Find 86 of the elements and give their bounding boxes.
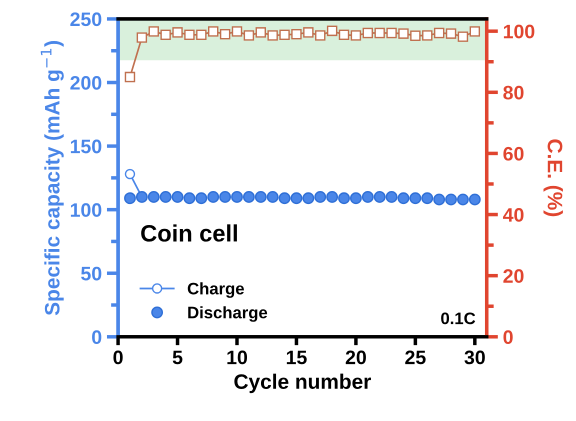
legend-label: Discharge	[188, 306, 268, 322]
point	[421, 192, 434, 204]
point	[445, 194, 457, 206]
point	[409, 192, 422, 204]
x-tick-label: 20	[346, 350, 366, 364]
y2-tick-label: 60	[503, 146, 524, 161]
point	[148, 26, 159, 37]
point	[326, 191, 338, 203]
y-tick-label: 200	[70, 76, 102, 90]
point	[386, 191, 398, 203]
point	[267, 30, 278, 41]
legend-label: Charge	[188, 282, 244, 298]
y-tick-label: 150	[70, 140, 102, 154]
x-tick-label: 5	[172, 350, 182, 364]
point	[231, 191, 243, 203]
point	[184, 192, 196, 204]
point	[303, 27, 314, 38]
point	[208, 26, 218, 37]
point	[433, 194, 446, 206]
point	[160, 30, 171, 40]
point	[302, 192, 314, 204]
x-tick-label: 25	[405, 350, 426, 364]
point	[458, 31, 468, 42]
point	[386, 28, 397, 38]
point	[136, 32, 148, 43]
point	[350, 192, 362, 204]
y2-tick-label: 80	[503, 86, 524, 100]
point	[266, 191, 279, 203]
point	[172, 191, 184, 203]
point	[160, 191, 172, 203]
point	[254, 191, 267, 203]
point	[362, 191, 374, 203]
y-axis-title: Specific capacity (mAh g$^{−1}$)	[40, 41, 64, 316]
point	[244, 30, 254, 41]
point	[232, 26, 242, 37]
point	[374, 191, 386, 203]
point	[398, 192, 410, 204]
point	[124, 192, 136, 204]
point	[398, 28, 409, 39]
y2-tick-label: 40	[502, 208, 524, 222]
point	[374, 28, 385, 38]
point	[468, 194, 481, 206]
x-axis-title: Cycle number	[234, 374, 371, 394]
point	[207, 191, 220, 203]
point	[457, 194, 469, 206]
point	[410, 30, 421, 41]
y2-tick-label: 0	[503, 330, 513, 344]
point	[434, 28, 444, 38]
point	[326, 26, 338, 36]
point	[220, 29, 230, 40]
point	[338, 192, 350, 204]
point	[291, 29, 302, 40]
annotation: Coin cell	[141, 224, 237, 242]
y-tick-label: 100	[70, 203, 102, 217]
point	[279, 30, 290, 40]
y2-tick-label: 20	[503, 269, 524, 283]
point	[196, 30, 207, 40]
y2-axis-title: C.E. (%)	[543, 139, 563, 216]
y-tick-label: 250	[70, 12, 102, 26]
point	[338, 30, 350, 40]
y2-tick-label: 100	[504, 24, 534, 38]
point	[242, 191, 255, 203]
point	[172, 27, 183, 38]
point	[278, 192, 290, 204]
x-tick-label: 30	[464, 350, 485, 364]
point	[314, 191, 326, 203]
point	[350, 30, 362, 41]
point	[362, 28, 374, 38]
point	[290, 192, 302, 204]
x-tick-label: 10	[227, 350, 248, 364]
point	[195, 192, 208, 204]
point	[256, 27, 266, 38]
point	[470, 26, 480, 37]
x-tick-label: 0	[113, 350, 123, 364]
point	[124, 72, 136, 82]
point	[315, 30, 326, 41]
point	[184, 30, 195, 40]
annotation: 0.1C	[441, 312, 476, 324]
point	[446, 28, 456, 39]
y-tick-label: 0	[92, 330, 102, 344]
point	[148, 191, 160, 203]
point	[124, 168, 136, 180]
y-tick-label: 50	[81, 266, 102, 280]
point	[422, 30, 432, 41]
x-tick-label: 15	[286, 350, 307, 364]
point	[219, 191, 232, 203]
